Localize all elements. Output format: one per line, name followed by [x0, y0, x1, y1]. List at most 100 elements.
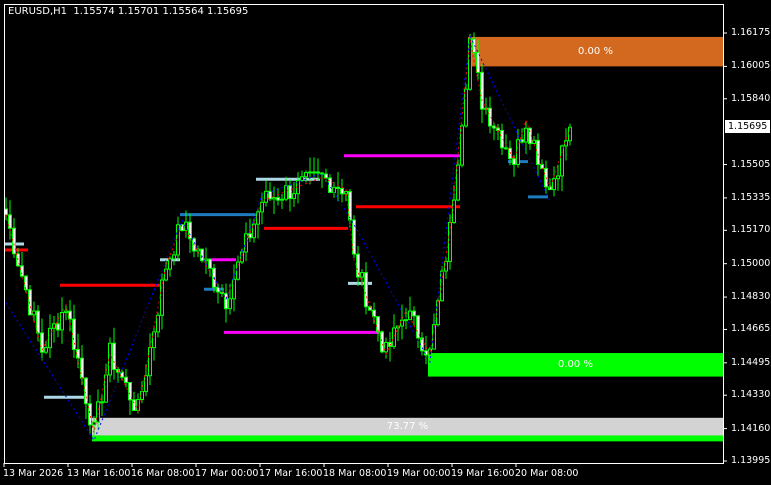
candle-body: [276, 197, 280, 201]
candle-body: [536, 139, 540, 165]
candle-body: [488, 107, 492, 127]
time-tick-label: 13 Mar 16:00: [67, 468, 131, 479]
candle-body: [540, 163, 544, 169]
candle-body: [216, 286, 220, 293]
symbol-timeframe: EURUSD,H1: [8, 6, 68, 17]
close-price: 1.15695: [207, 6, 249, 17]
candle-body: [252, 223, 256, 239]
candle-body: [100, 401, 104, 404]
candle-body: [128, 381, 132, 401]
candle-body: [28, 289, 32, 316]
candle-body: [188, 221, 192, 240]
candle-body: [440, 270, 444, 302]
zone-percent-label: 0.00 %: [578, 46, 613, 58]
price-tick-label: 1.14830: [731, 291, 771, 303]
candle-body: [20, 265, 24, 277]
candle-body: [232, 278, 236, 300]
candle-body: [272, 197, 276, 200]
candle-body: [288, 185, 292, 200]
candle-body: [372, 309, 376, 318]
candle-body: [560, 145, 564, 177]
candle-body: [436, 300, 440, 326]
price-tick-label: 1.15335: [731, 191, 771, 203]
price-tick-label: 1.16175: [731, 27, 771, 38]
candle-body: [96, 401, 100, 423]
price-tick-label: 1.14330: [731, 389, 771, 401]
candle-body: [172, 254, 176, 260]
candles: [4, 32, 572, 437]
candle-body: [8, 214, 12, 229]
candle-body: [508, 147, 512, 160]
time-tick-label: 13 Mar 2026: [3, 468, 64, 479]
zone-layer: [92, 36, 723, 442]
time-tick-label: 16 Mar 08:00: [131, 468, 195, 479]
candle-body: [400, 319, 404, 327]
candle-body: [124, 376, 128, 383]
candle-body: [248, 233, 252, 239]
candle-body: [244, 233, 248, 253]
candle-body: [280, 198, 284, 201]
candle-body: [500, 129, 504, 149]
candle-body: [416, 315, 420, 339]
candle-body: [60, 311, 64, 331]
candle-body: [452, 199, 456, 224]
candle-body: [336, 186, 340, 190]
candle-body: [196, 248, 200, 252]
plot-border: [4, 4, 724, 464]
candle-body: [292, 193, 296, 200]
zone-percent-label: 0.00 %: [558, 359, 593, 371]
price-tick-label: 1.15505: [731, 158, 771, 170]
zigzag-fast-line: [5, 39, 571, 433]
candle-body: [364, 272, 368, 308]
candle-body: [480, 71, 484, 110]
candle-body: [260, 201, 264, 213]
candle-body: [412, 310, 416, 317]
price-tick-label: 1.16005: [731, 60, 771, 72]
current-price-label: 1.15695: [725, 120, 770, 133]
candle-body: [552, 178, 556, 191]
candle-body: [52, 323, 56, 329]
time-tick-label: 18 Mar 08:00: [323, 468, 387, 479]
candle-body: [284, 185, 288, 200]
candle-body: [320, 172, 324, 175]
candle-body: [408, 310, 412, 321]
candle-body: [68, 310, 72, 320]
candle-body: [512, 158, 516, 165]
candle-body: [504, 147, 508, 150]
candle-body: [472, 38, 476, 53]
candle-body: [568, 126, 572, 142]
price-tick-label: 1.14665: [731, 323, 771, 335]
time-tick-label: 20 Mar 08:00: [515, 468, 579, 479]
time-tick-label: 17 Mar 16:00: [259, 468, 323, 479]
axis-ticks: [3, 32, 727, 467]
zone-rect: [428, 353, 723, 377]
candle-body: [384, 341, 388, 353]
candle-body: [524, 127, 528, 143]
candle-body: [56, 323, 60, 331]
candle-body: [48, 327, 52, 349]
candle-body: [392, 327, 396, 347]
candle-body: [64, 310, 68, 313]
candle-body: [156, 314, 160, 333]
candle-body: [256, 211, 260, 225]
candle-body: [228, 298, 232, 310]
candle-body: [152, 331, 156, 349]
price-tick-label: 1.15840: [731, 92, 771, 104]
candle-body: [532, 139, 536, 145]
candle-body: [12, 227, 16, 255]
candle-body: [40, 332, 44, 353]
candle-body: [328, 177, 332, 193]
candle-body: [312, 171, 316, 174]
candle-body: [340, 188, 344, 195]
candle-body: [268, 190, 272, 200]
zone-rect: [468, 36, 723, 67]
candle-body: [556, 175, 560, 180]
price-tick-label: 1.14160: [731, 422, 771, 434]
candle-body: [376, 316, 380, 333]
candle-body: [168, 258, 172, 270]
candle-body: [164, 268, 168, 281]
zigzag-slow-line: [5, 34, 551, 442]
candle-body: [316, 171, 320, 174]
candle-body: [344, 191, 348, 195]
